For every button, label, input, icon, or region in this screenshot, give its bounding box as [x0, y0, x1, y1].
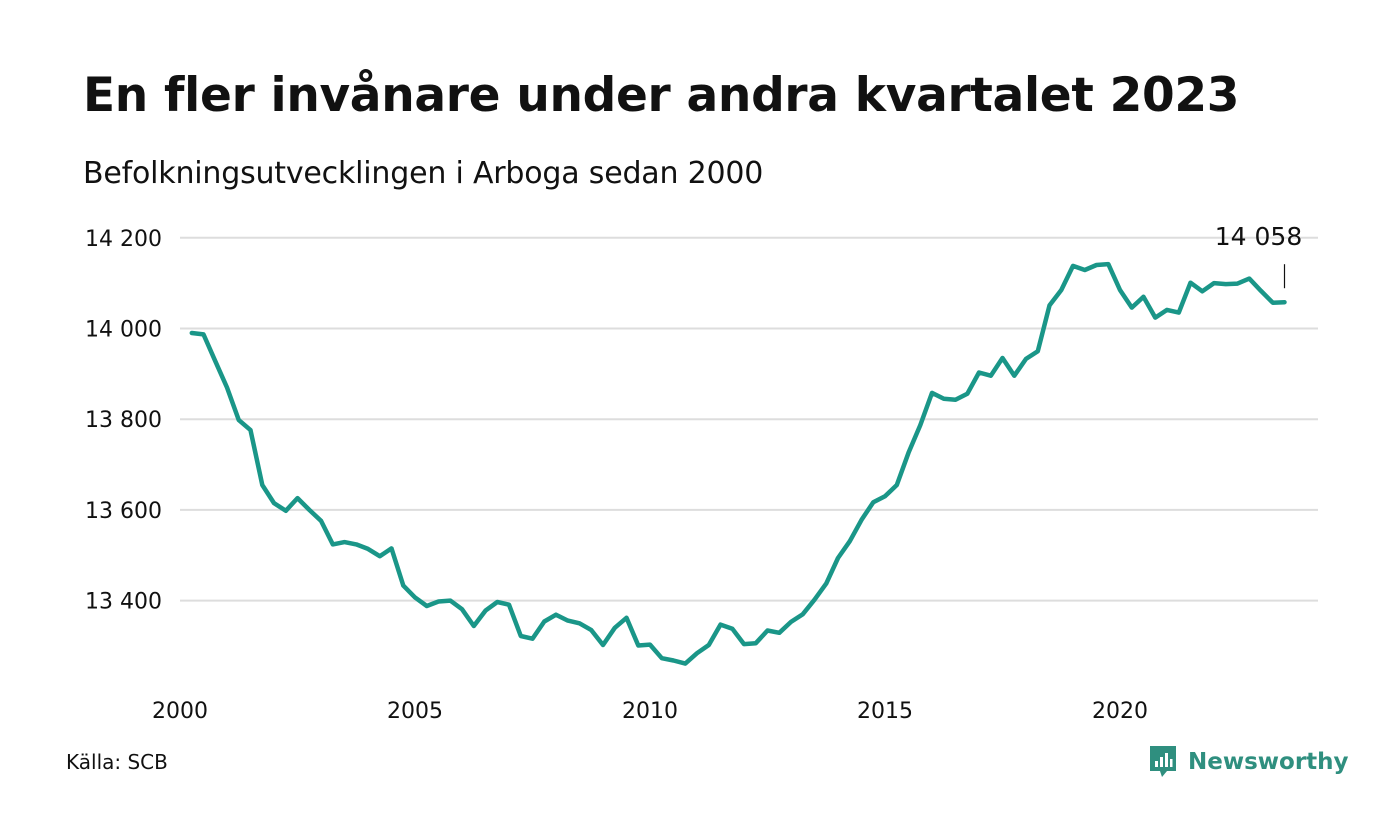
end-annotation: 14 058	[1215, 222, 1302, 289]
y-tick-label: 13 800	[85, 408, 162, 433]
x-tick-label: 2010	[622, 699, 678, 724]
brand-logo: Newsworthy	[1148, 744, 1349, 780]
x-tick-label: 2020	[1092, 699, 1148, 724]
brand-name: Newsworthy	[1188, 749, 1349, 775]
x-tick-label: 2000	[152, 699, 208, 724]
y-tick-label: 14 200	[85, 227, 162, 252]
series-line	[189, 261, 1287, 666]
x-tick-label: 2005	[387, 699, 443, 724]
y-tick-label: 14 000	[85, 318, 162, 343]
gridlines	[180, 236, 1318, 602]
end-value-label: 14 058	[1215, 222, 1302, 251]
y-tick-label: 13 600	[85, 499, 162, 524]
y-axis-tick-labels: 13 400 13 600 13 800 14 000 14 200	[85, 227, 162, 615]
chart-subtitle: Befolkningsutvecklingen i Arboga sedan 2…	[83, 156, 764, 191]
chart-title: En fler invånare under andra kvartalet 2…	[83, 68, 1240, 123]
series-group	[189, 261, 1287, 666]
source-note: Källa: SCB	[66, 750, 168, 774]
x-axis-tick-labels: 2000 2005 2010 2015 2020	[152, 699, 1148, 724]
y-tick-label: 13 400	[85, 590, 162, 615]
data-points	[190, 262, 1287, 665]
x-tick-label: 2015	[857, 699, 913, 724]
newsworthy-logo-icon	[1150, 746, 1176, 777]
